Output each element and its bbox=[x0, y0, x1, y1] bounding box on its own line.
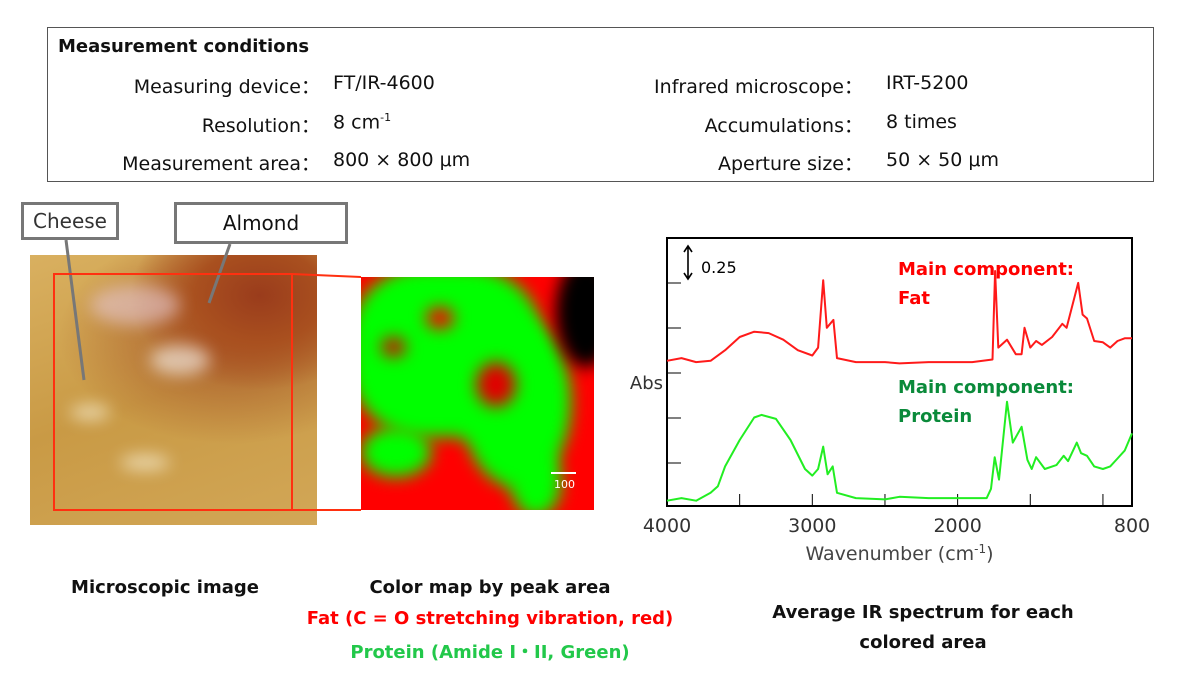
x-tick-label: 2000 bbox=[933, 515, 981, 537]
condition-label: Resolution： bbox=[201, 115, 320, 137]
spectrum-line-protein bbox=[666, 400, 1133, 502]
series-label: Main component: bbox=[898, 259, 1074, 280]
micro-caption: Microscopic image bbox=[71, 577, 259, 598]
scale-bar-label: 0.25 bbox=[701, 258, 737, 277]
series-label-2: Protein bbox=[898, 406, 972, 427]
condition-label: Accumulations： bbox=[704, 115, 863, 137]
zoom-line-top bbox=[291, 273, 362, 278]
condition-value: IRT-5200 bbox=[886, 72, 969, 94]
legend-fat: Fat (C = O stretching vibration, red) bbox=[306, 608, 674, 629]
condition-value: 50 × 50 μm bbox=[886, 149, 999, 171]
spectrum-caption-2: colored area bbox=[859, 632, 987, 653]
scale-bar-arrow-icon bbox=[683, 244, 693, 281]
x-tick-label: 800 bbox=[1114, 515, 1150, 537]
colormap-caption: Color map by peak area bbox=[369, 577, 611, 598]
y-axis-label: Abs bbox=[630, 373, 663, 394]
condition-value-text: 8 cm bbox=[333, 111, 381, 134]
condition-value-text: 800 × 800 μm bbox=[333, 149, 471, 171]
x-tick-label: 3000 bbox=[788, 515, 836, 537]
series-label-2: Fat bbox=[898, 288, 930, 309]
cheese-tag: Cheese bbox=[21, 202, 119, 240]
series-label: Main component: bbox=[898, 377, 1074, 398]
color-map: 100 bbox=[361, 277, 594, 510]
measurement-conditions-box: Measurement conditions bbox=[47, 27, 1154, 182]
condition-value: 800 × 800 μm bbox=[333, 149, 470, 171]
condition-value: 8 cm-1 bbox=[333, 111, 391, 133]
microscopic-image bbox=[30, 255, 317, 525]
conditions-title: Measurement conditions bbox=[58, 36, 310, 57]
condition-value: FT/IR-4600 bbox=[333, 72, 435, 94]
spectrum-line-fat bbox=[666, 270, 1132, 365]
condition-label: Measurement area： bbox=[122, 153, 320, 175]
mapped-region-frame bbox=[53, 273, 293, 511]
condition-label: Infrared microscope： bbox=[654, 76, 863, 98]
x-axis-label: Wavenumber (cm-1) bbox=[805, 542, 993, 565]
spectrum-caption-1: Average IR spectrum for each bbox=[772, 602, 1074, 623]
condition-label: Measuring device： bbox=[133, 76, 320, 98]
annotation-overlay bbox=[53, 239, 362, 511]
x-tick-label: 4000 bbox=[643, 515, 691, 537]
ir-spectrum-chart: Main component: Fat Main component: Protein… bbox=[630, 237, 1150, 565]
x-axis-label-sup: -1 bbox=[974, 542, 986, 556]
plot-frame bbox=[666, 237, 1133, 507]
legend-protein: Protein (Amide I・II, Green) bbox=[350, 642, 630, 663]
condition-value: 8 times bbox=[886, 111, 957, 133]
scale-bar-label: 100 bbox=[554, 478, 575, 491]
cheese-pointer bbox=[64, 239, 86, 381]
x-axis-label-text: Wavenumber (cm bbox=[805, 543, 974, 565]
condition-value-text: FT/IR-4600 bbox=[333, 72, 435, 94]
x-axis-label-end: ) bbox=[986, 543, 993, 565]
scale-bar bbox=[551, 472, 576, 474]
condition-label: Aperture size： bbox=[717, 153, 863, 175]
almond-tag: Almond bbox=[174, 202, 348, 244]
condition-value-sup: -1 bbox=[380, 111, 392, 124]
